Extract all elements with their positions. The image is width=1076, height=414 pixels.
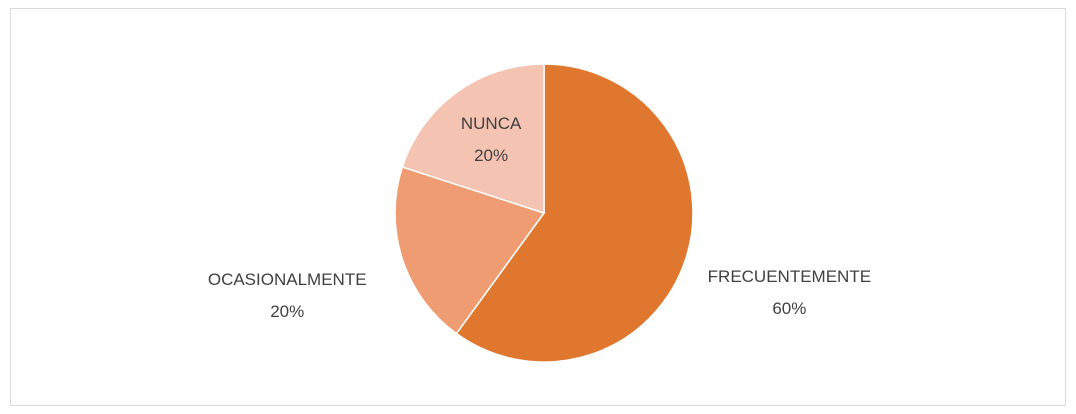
data-label: OCASIONALMENTE 20%: [192, 264, 382, 328]
value-label: 20%: [270, 302, 305, 322]
pie-slice: [394, 166, 546, 335]
pie-slice: [455, 63, 694, 363]
data-label: FRECUENTEMENTE 60%: [694, 261, 884, 325]
value-label: 60%: [772, 298, 807, 318]
category-label: FRECUENTEMENTE: [707, 266, 872, 286]
value-label: 20%: [474, 146, 509, 166]
category-label: OCASIONALMENTE: [207, 270, 367, 290]
pie-slice: [401, 63, 545, 215]
category-label: NUNCA: [460, 114, 522, 134]
data-label: NUNCA 20%: [396, 108, 586, 172]
